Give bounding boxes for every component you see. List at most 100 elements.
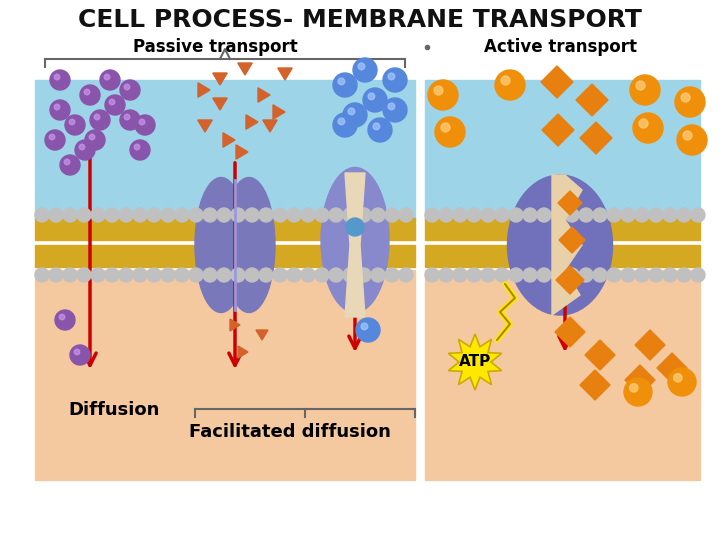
Circle shape	[259, 208, 273, 222]
Circle shape	[439, 208, 453, 222]
Circle shape	[161, 208, 175, 222]
Circle shape	[495, 208, 509, 222]
Circle shape	[649, 208, 663, 222]
Circle shape	[683, 131, 692, 140]
Circle shape	[90, 110, 110, 130]
Circle shape	[50, 70, 70, 90]
Circle shape	[94, 114, 100, 120]
Circle shape	[434, 86, 443, 95]
Circle shape	[373, 123, 379, 130]
Circle shape	[441, 123, 450, 132]
Circle shape	[91, 268, 105, 282]
Circle shape	[399, 268, 413, 282]
Polygon shape	[213, 73, 228, 85]
Circle shape	[273, 268, 287, 282]
Circle shape	[147, 268, 161, 282]
Circle shape	[663, 208, 677, 222]
Circle shape	[315, 268, 329, 282]
Polygon shape	[236, 145, 248, 159]
Circle shape	[495, 70, 525, 100]
Circle shape	[338, 118, 345, 125]
Circle shape	[329, 268, 343, 282]
Polygon shape	[198, 83, 210, 97]
Circle shape	[383, 98, 407, 122]
Circle shape	[639, 119, 648, 128]
Circle shape	[343, 268, 357, 282]
Circle shape	[55, 310, 75, 330]
Circle shape	[621, 268, 635, 282]
Circle shape	[635, 208, 649, 222]
Circle shape	[77, 268, 91, 282]
Circle shape	[63, 208, 77, 222]
Circle shape	[333, 73, 357, 97]
Circle shape	[663, 268, 677, 282]
Circle shape	[435, 117, 465, 147]
Polygon shape	[657, 353, 687, 383]
Circle shape	[161, 268, 175, 282]
Circle shape	[674, 374, 682, 382]
Polygon shape	[258, 88, 270, 102]
Circle shape	[217, 208, 231, 222]
Circle shape	[100, 70, 120, 90]
Polygon shape	[256, 330, 268, 340]
Text: Passive transport: Passive transport	[132, 38, 297, 56]
Polygon shape	[541, 66, 573, 98]
Circle shape	[273, 208, 287, 222]
Circle shape	[119, 268, 133, 282]
Circle shape	[371, 268, 385, 282]
Circle shape	[509, 268, 523, 282]
Circle shape	[79, 144, 85, 150]
Circle shape	[130, 140, 150, 160]
Circle shape	[89, 134, 95, 140]
Bar	[35, 218, 415, 240]
Circle shape	[189, 268, 203, 282]
Circle shape	[135, 115, 155, 135]
Circle shape	[467, 208, 481, 222]
Bar	[425, 245, 700, 267]
Polygon shape	[576, 84, 608, 116]
Polygon shape	[558, 191, 582, 215]
Polygon shape	[213, 98, 228, 110]
Circle shape	[353, 58, 377, 82]
Circle shape	[607, 208, 621, 222]
Circle shape	[54, 74, 60, 80]
Polygon shape	[278, 68, 292, 80]
Polygon shape	[555, 317, 585, 347]
Circle shape	[523, 268, 537, 282]
Circle shape	[635, 268, 649, 282]
Polygon shape	[230, 319, 240, 331]
Circle shape	[565, 208, 579, 222]
Circle shape	[333, 113, 357, 137]
Circle shape	[668, 368, 696, 396]
Circle shape	[368, 118, 392, 142]
Text: Facilitated diffusion: Facilitated diffusion	[189, 423, 391, 441]
Polygon shape	[585, 340, 615, 370]
Circle shape	[357, 208, 371, 222]
Bar	[425, 218, 700, 240]
Polygon shape	[542, 114, 574, 146]
Bar	[35, 270, 415, 480]
Circle shape	[77, 208, 91, 222]
Circle shape	[175, 268, 189, 282]
Circle shape	[388, 73, 395, 80]
Circle shape	[231, 268, 245, 282]
Circle shape	[495, 268, 509, 282]
Circle shape	[49, 208, 63, 222]
Circle shape	[301, 268, 315, 282]
Circle shape	[481, 268, 495, 282]
Circle shape	[399, 208, 413, 222]
Circle shape	[624, 378, 652, 406]
Circle shape	[343, 103, 367, 127]
Circle shape	[120, 80, 140, 100]
Circle shape	[175, 208, 189, 222]
Polygon shape	[223, 133, 235, 147]
Circle shape	[85, 130, 105, 150]
Polygon shape	[238, 346, 248, 358]
Circle shape	[105, 208, 119, 222]
Text: Diffusion: Diffusion	[68, 401, 159, 419]
Polygon shape	[238, 63, 252, 75]
Polygon shape	[580, 370, 610, 400]
Circle shape	[217, 268, 231, 282]
Circle shape	[35, 268, 49, 282]
Circle shape	[633, 113, 663, 143]
